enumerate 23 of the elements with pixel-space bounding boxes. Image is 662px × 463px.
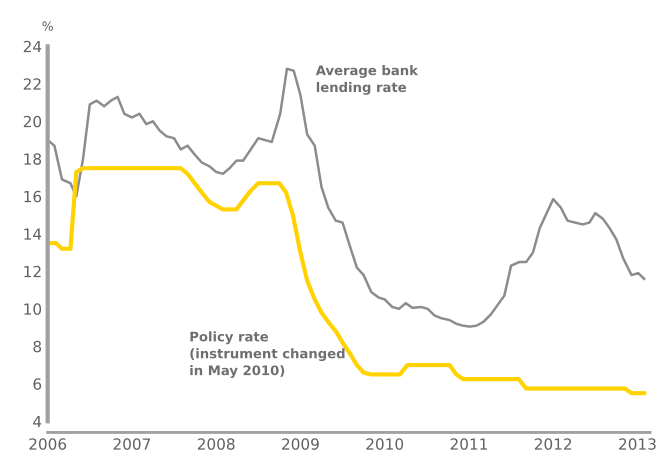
y-tick-label: 6 [33, 378, 42, 390]
y-tick-label: 22 [24, 78, 41, 90]
y-tick-label: 12 [24, 266, 41, 278]
y-tick-label: 4 [33, 416, 42, 428]
y-axis-title: % [42, 21, 53, 31]
annotation: Policy rate (instrument changed in May 2010) [190, 331, 344, 378]
x-tick-label: 2012 [534, 438, 572, 450]
x-tick-label: 2007 [114, 438, 150, 450]
y-tick-label: 16 [24, 190, 42, 202]
x-tick-label: 2006 [29, 438, 66, 450]
y-tick-label: 10 [24, 303, 42, 315]
x-tick-label: 2011 [450, 438, 487, 450]
annotation: Average bank lending rate [316, 65, 418, 95]
y-tick-label: 24 [24, 40, 42, 52]
line-series [48, 166, 646, 396]
x-tick-label: 2010 [366, 438, 404, 450]
x-tick-label: 2009 [282, 438, 319, 450]
x-tick-label: 2008 [198, 438, 235, 450]
y-tick-label: 8 [33, 340, 42, 352]
y-tick-label: 14 [24, 228, 42, 240]
y-tick-label: 18 [24, 153, 42, 165]
y-tick-label: 20 [24, 116, 42, 128]
x-tick-label: 2013 [619, 438, 656, 450]
